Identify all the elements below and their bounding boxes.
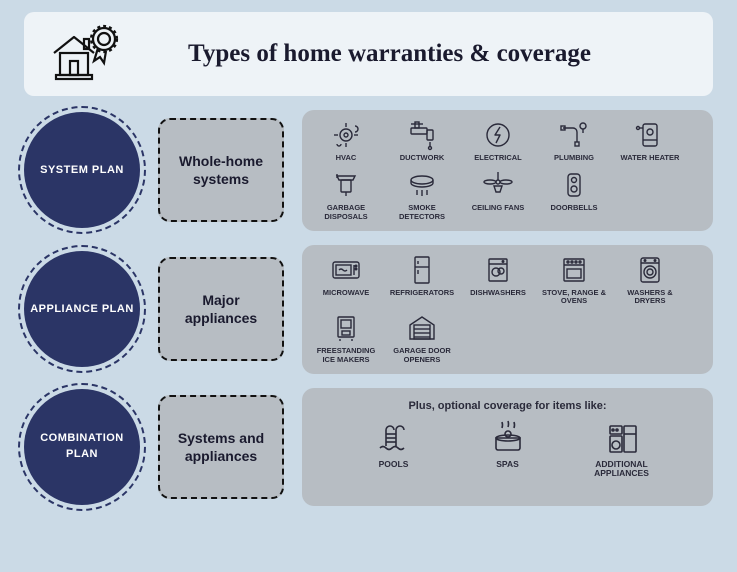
- item-water-heater: WATER HEATER: [616, 118, 684, 162]
- item-plumbing: PLUMBING: [540, 118, 608, 162]
- item-spas: SPAS: [466, 418, 550, 479]
- plan-circle: APPLIANCE PLAN: [24, 251, 140, 367]
- row-system-plan: SYSTEM PLAN Whole-home systems HVAC: [24, 110, 713, 231]
- item-washer-dryer: WASHERS & DRYERS: [616, 253, 684, 306]
- item-ice-maker: FREESTANDING ICE MAKERS: [312, 311, 380, 364]
- item-ceiling-fan: CEILING FANS: [464, 168, 532, 221]
- disposal-icon: [329, 168, 363, 202]
- dishwasher-icon: [481, 253, 515, 287]
- page-title: Types of home warranties & coverage: [130, 38, 689, 69]
- plan-desc: Whole-home systems: [158, 118, 284, 222]
- header: Types of home warranties & coverage: [24, 12, 713, 96]
- optional-title: Plus, optional coverage for items like:: [312, 400, 703, 412]
- plan-circle: SYSTEM PLAN: [24, 112, 140, 228]
- row-appliance-plan: APPLIANCE PLAN Major appliances MICROWAV…: [24, 245, 713, 374]
- plan-label: SYSTEM PLAN: [40, 163, 124, 178]
- item-dishwasher: DISHWASHERS: [464, 253, 532, 306]
- item-smoke-detector: SMOKE DETECTORS: [388, 168, 456, 221]
- item-stove: STOVE, RANGE & OVENS: [540, 253, 608, 306]
- washer-icon: [633, 253, 667, 287]
- items-panel: HVAC DUCTWORK: [302, 110, 713, 231]
- doorbell-icon: [557, 168, 591, 202]
- item-additional-appliances: ADDITIONAL APPLIANCES: [580, 418, 664, 479]
- item-microwave: MICROWAVE: [312, 253, 380, 306]
- appliances-icon: [602, 418, 642, 458]
- microwave-icon: [329, 253, 363, 287]
- items-panel: MICROWAVE REFRIGERATORS: [302, 245, 713, 374]
- item-electrical: ELECTRICAL: [464, 118, 532, 162]
- item-refrigerator: REFRIGERATORS: [388, 253, 456, 306]
- plan-desc: Systems and appliances: [158, 395, 284, 499]
- hvac-icon: [329, 118, 363, 152]
- item-pools: POOLS: [352, 418, 436, 479]
- stove-icon: [557, 253, 591, 287]
- fan-icon: [481, 168, 515, 202]
- spa-icon: [488, 418, 528, 458]
- water-heater-icon: [633, 118, 667, 152]
- row-combination-plan: COMBINATION PLAN Systems and appliances …: [24, 388, 713, 506]
- item-ductwork: DUCTWORK: [388, 118, 456, 162]
- plan-rows: SYSTEM PLAN Whole-home systems HVAC: [0, 110, 737, 506]
- smoke-detector-icon: [405, 168, 439, 202]
- item-hvac: HVAC: [312, 118, 380, 162]
- pipe-icon: [557, 118, 591, 152]
- faucet-icon: [405, 118, 439, 152]
- pool-icon: [374, 418, 414, 458]
- plan-desc: Major appliances: [158, 257, 284, 361]
- item-doorbell: DOORBELLS: [540, 168, 608, 221]
- bolt-icon: [481, 118, 515, 152]
- ice-maker-icon: [329, 311, 363, 345]
- plan-circle: COMBINATION PLAN: [24, 389, 140, 505]
- house-badge-icon: [48, 23, 130, 85]
- item-garbage-disposal: GARBAGE DISPOSALS: [312, 168, 380, 221]
- fridge-icon: [405, 253, 439, 287]
- item-garage-door: GARAGE DOOR OPENERS: [388, 311, 456, 364]
- garage-icon: [405, 311, 439, 345]
- plan-label: APPLIANCE PLAN: [30, 302, 134, 317]
- plan-label: COMBINATION PLAN: [24, 431, 140, 462]
- items-panel: Plus, optional coverage for items like: …: [302, 388, 713, 506]
